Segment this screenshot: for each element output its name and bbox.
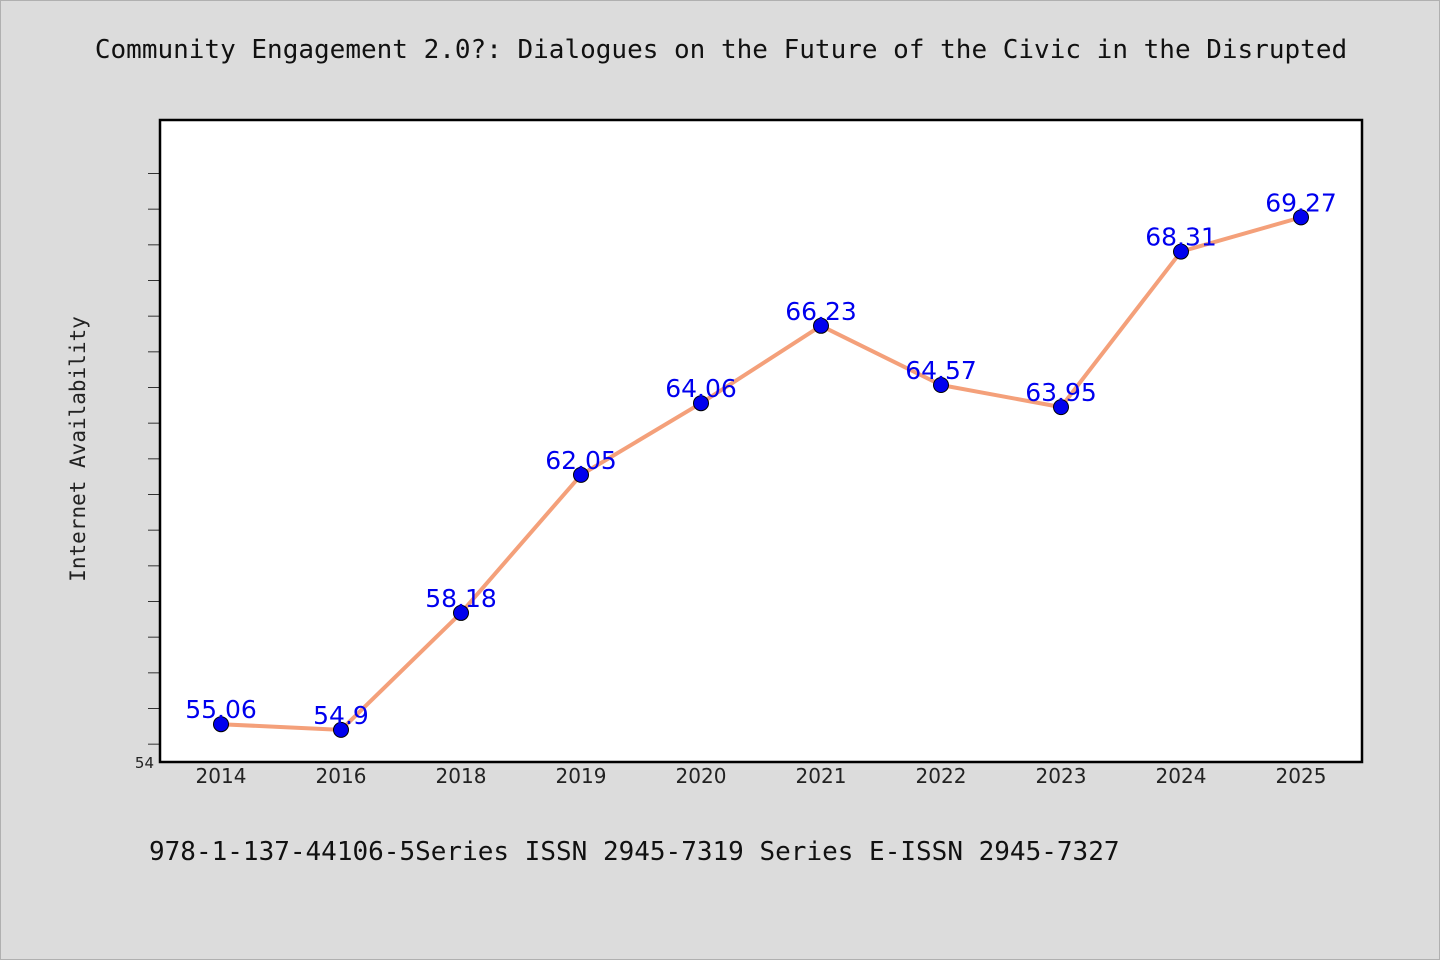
data-point [1293,209,1309,226]
x-tick-label: 2022 [916,764,967,788]
x-tick-label: 2025 [1276,764,1327,788]
data-point [1173,243,1189,260]
data-label: 58.18 [425,584,497,613]
data-label: 64.57 [905,356,977,385]
x-tick-label: 2019 [556,764,607,788]
x-tick-label: 2023 [1036,764,1087,788]
data-labels: 55.06 54.9 58.18 62.05 64.06 66.23 64.57 63.95 6… [185,188,1337,730]
data-point [213,716,229,733]
data-label: 54.9 [313,701,369,730]
data-point [333,721,349,738]
data-point [573,466,589,483]
footer-text: 978-1-137-44106-5Series ISSN 2945-7319 S… [149,837,1120,867]
plot-frame [158,118,1364,764]
data-label: 64.06 [665,374,737,403]
data-point [453,604,469,621]
data-point [813,317,829,334]
plot-area [160,120,1362,762]
y-axis-ticks [148,173,160,745]
chart-title: Community Engagement 2.0?: Dialogues on … [94,35,1348,65]
data-point [1053,399,1069,416]
x-axis-tick-labels: 2014 2016 2018 2019 2020 2021 2022 2023 2024 2025 [196,764,1327,788]
data-label: 66.23 [785,297,857,326]
data-point [693,395,709,412]
data-label: 68.31 [1145,223,1217,252]
x-tick-label: 2021 [796,764,847,788]
data-label: 55.06 [185,695,257,724]
x-tick-label: 2016 [316,764,367,788]
x-tick-label: 2014 [196,764,247,788]
data-label: 63.95 [1025,378,1097,407]
data-point [933,377,949,394]
series-markers [213,209,1309,738]
x-tick-label: 2024 [1156,764,1207,788]
data-label: 62.05 [545,446,617,475]
y-axis-label: Internet Availability [66,316,90,582]
data-label: 69.27 [1265,188,1337,217]
y-tick-label: 54 [135,754,154,772]
series-line [219,215,1303,732]
x-tick-label: 2018 [436,764,487,788]
x-tick-label: 2020 [676,764,727,788]
